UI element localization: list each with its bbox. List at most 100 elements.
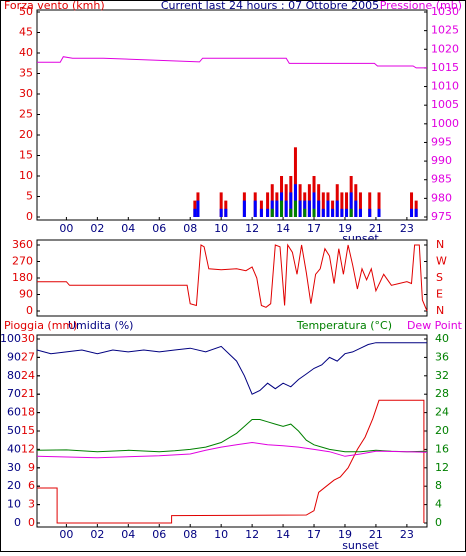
bar (349, 208, 353, 217)
y2-tick-label: 0 (435, 516, 442, 529)
y-tick-label: 0 (26, 304, 33, 317)
y2-tick-label: 28 (435, 387, 449, 400)
legend-label: Temperatura (°C) (296, 319, 392, 332)
bar (340, 208, 344, 217)
line (36, 342, 427, 395)
x-tick-label: 19 (338, 528, 352, 541)
y2-tick-label: 4 (435, 498, 442, 511)
line (36, 441, 428, 459)
y2-tick-label: 8 (435, 479, 442, 492)
bar (368, 208, 372, 217)
legend-label: Dew Point (407, 319, 463, 332)
bar (266, 208, 270, 217)
bar (284, 200, 288, 217)
y-tick-label: 10 (19, 169, 33, 182)
y-tick-label: 20 (19, 128, 33, 141)
bar (354, 200, 358, 217)
y-tick-label: 40 (7, 442, 21, 455)
bar (193, 208, 197, 217)
y3-tick-label: 15 (21, 424, 35, 437)
bar (340, 192, 344, 217)
y3-tick-label: 21 (21, 387, 35, 400)
chart-title: Current last 24 hours : 07 Ottobre 2005 (161, 0, 379, 12)
bar (358, 192, 362, 217)
y-tick-label: 180 (12, 271, 33, 284)
x-tick-label: 02 (90, 528, 104, 541)
y2-tick-label: 1025 (431, 24, 459, 37)
bar (270, 208, 274, 217)
y2-tick-label: 1010 (431, 80, 459, 93)
line (36, 419, 428, 453)
y-tick-label: 30 (7, 461, 21, 474)
y2-tick-label: W (436, 255, 447, 268)
legend-label: Umidita (%) (68, 319, 133, 332)
y3-tick-label: 18 (21, 406, 35, 419)
y2-axis-label: Pressione (mb) (380, 0, 462, 12)
bar (368, 192, 372, 217)
bar (345, 208, 349, 217)
bar (321, 208, 325, 217)
y2-tick-label: 40 (435, 332, 449, 345)
x-tick-label: 08 (183, 528, 197, 541)
bar (298, 200, 302, 217)
x-tick-label: 06 (152, 222, 166, 235)
y2-tick-label: 12 (435, 461, 449, 474)
y3-tick-label: 9 (28, 461, 35, 474)
bar (410, 192, 414, 217)
y-tick-label: 70 (7, 387, 21, 400)
bar (289, 208, 293, 217)
plot-area (36, 9, 428, 221)
y2-tick-label: 1015 (431, 61, 459, 74)
y2-tick-label: 990 (431, 154, 452, 167)
y3-tick-label: 24 (21, 369, 35, 382)
y-tick-label: 90 (7, 350, 21, 363)
y-tick-label: 40 (19, 46, 33, 59)
y2-tick-label: 16 (435, 442, 449, 455)
bar (312, 208, 316, 217)
y2-tick-label: 24 (435, 406, 449, 419)
y2-tick-label: 1020 (431, 42, 459, 55)
y-tick-label: 5 (26, 190, 33, 203)
x-tick-label: 00 (59, 528, 73, 541)
y-tick-label: 10 (7, 498, 21, 511)
legend-label: Pioggia (mm) (4, 319, 77, 332)
plot-area (36, 334, 428, 528)
y-tick-label: 15 (19, 149, 33, 162)
y2-tick-label: 1005 (431, 98, 459, 111)
x-tick-label: 06 (152, 528, 166, 541)
y-tick-label: 50 (19, 5, 33, 18)
y-tick-label: 35 (19, 67, 33, 80)
x-tick-label: 04 (121, 222, 135, 235)
x-tick-label: 02 (90, 222, 104, 235)
y2-tick-label: N (436, 304, 444, 317)
x-tick-label: 04 (121, 528, 135, 541)
bar (196, 200, 200, 217)
y-tick-label: 30 (19, 87, 33, 100)
x-tick-label: 08 (183, 222, 197, 235)
y-tick-label: 0 (26, 210, 33, 223)
bar (275, 200, 279, 217)
y-tick-label: 20 (7, 479, 21, 492)
x-tick-label: 12 (245, 222, 259, 235)
x-tick-label: 19 (338, 222, 352, 235)
bar (253, 200, 257, 217)
annotation: sunset (342, 539, 379, 552)
bar (335, 200, 339, 217)
x-tick-label: 14 (276, 528, 290, 541)
y2-tick-label: 36 (435, 350, 449, 363)
y-tick-label: 100 (0, 332, 21, 345)
y2-tick-label: 975 (431, 210, 452, 223)
y2-tick-label: 985 (431, 173, 452, 186)
bar (345, 192, 349, 217)
y2-tick-label: N (436, 238, 444, 251)
bar (280, 200, 284, 217)
x-tick-label: 14 (276, 222, 290, 235)
bar (358, 208, 362, 217)
bar (317, 200, 321, 217)
x-tick-label: 00 (59, 222, 73, 235)
y3-tick-label: 0 (28, 516, 35, 529)
y3-tick-label: 6 (28, 479, 35, 492)
bar (289, 192, 293, 217)
plot-area (36, 239, 428, 317)
